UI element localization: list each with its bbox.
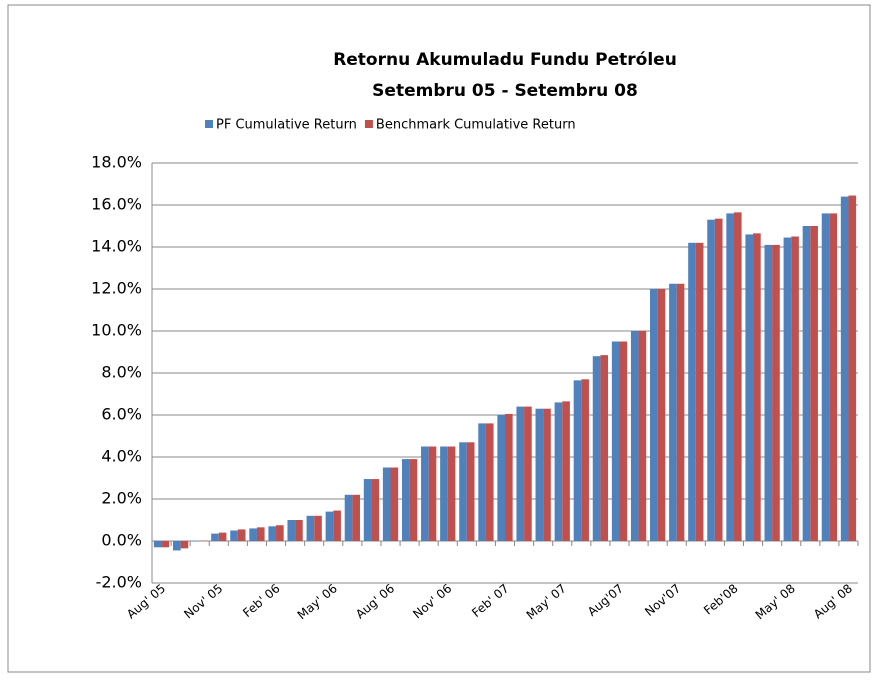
bar [695, 242, 704, 542]
bar [764, 244, 773, 541]
y-tick-label: 8.0% [101, 363, 142, 382]
bar [497, 415, 505, 541]
y-tick-label: 18.0% [91, 153, 142, 172]
bar [714, 218, 723, 541]
bar [478, 423, 486, 541]
bar [543, 408, 551, 541]
bar [619, 341, 628, 541]
bar [428, 446, 437, 541]
bar [611, 341, 620, 541]
bar [256, 527, 265, 541]
y-tick-label: -2.0% [96, 573, 142, 592]
bar [161, 541, 170, 548]
legend-label: PF Cumulative Return [216, 118, 357, 133]
y-tick-label: 16.0% [91, 195, 142, 214]
bar [505, 413, 513, 541]
bar [371, 479, 380, 541]
bar [363, 479, 372, 541]
bar [733, 212, 742, 541]
bar [314, 515, 322, 541]
bar [382, 467, 391, 541]
y-tick-label: 2.0% [101, 489, 142, 508]
bar [409, 459, 418, 541]
bar [669, 283, 677, 541]
y-tick-label: 0.0% [101, 531, 142, 550]
bar [199, 540, 208, 542]
bar [562, 401, 570, 541]
bar [276, 525, 284, 541]
bar [466, 442, 475, 541]
legend-label: Benchmark Cumulative Return [376, 118, 576, 133]
bar [657, 289, 666, 541]
bar [753, 233, 761, 541]
bar [211, 533, 219, 541]
bar [745, 234, 754, 541]
bar [485, 423, 494, 541]
bar [447, 446, 456, 541]
y-tick-label: 6.0% [101, 405, 142, 424]
bar [802, 226, 811, 541]
bar [333, 510, 341, 541]
y-tick-label: 14.0% [91, 237, 142, 256]
bar [237, 529, 246, 541]
y-tick-label: 10.0% [91, 321, 142, 340]
bar [180, 541, 189, 549]
bar [600, 355, 609, 541]
bar [581, 379, 589, 541]
bar [153, 541, 162, 548]
bar [287, 520, 296, 541]
bar [783, 237, 792, 542]
bar [172, 541, 181, 551]
chart-subtitle: Setembru 05 - Setembru 08 [372, 81, 638, 101]
bar [344, 494, 353, 541]
bar [630, 331, 639, 541]
bar [638, 331, 647, 541]
bar [352, 494, 360, 541]
bar [306, 515, 315, 541]
bar [524, 406, 532, 541]
bar [295, 520, 303, 541]
bar [840, 196, 849, 541]
bar [676, 283, 685, 541]
bar [516, 406, 525, 541]
y-tick-label: 12.0% [91, 279, 142, 298]
bar [592, 356, 601, 541]
bar [810, 226, 818, 541]
bar [829, 213, 838, 541]
y-tick-label: 4.0% [101, 447, 142, 466]
bar [772, 244, 780, 541]
bar [325, 511, 334, 541]
bar [554, 402, 563, 541]
chart-title: Retornu Akumuladu Fundu Petróleu [333, 50, 677, 70]
bar [573, 380, 582, 541]
bar [848, 195, 857, 542]
bar [230, 530, 238, 541]
bar [535, 408, 544, 541]
bar [821, 213, 830, 541]
bar [249, 528, 257, 541]
bar [421, 446, 429, 541]
bar [401, 459, 410, 541]
bar [268, 526, 277, 541]
bar [440, 446, 448, 541]
legend-swatch [364, 120, 373, 128]
bar [390, 467, 399, 541]
bar [650, 289, 658, 541]
legend-swatch [205, 120, 213, 128]
bar [192, 541, 200, 542]
bar [459, 442, 467, 541]
bar [791, 236, 799, 541]
bar [707, 219, 715, 541]
bar [688, 242, 696, 542]
bar [726, 213, 734, 541]
bar [218, 532, 227, 541]
